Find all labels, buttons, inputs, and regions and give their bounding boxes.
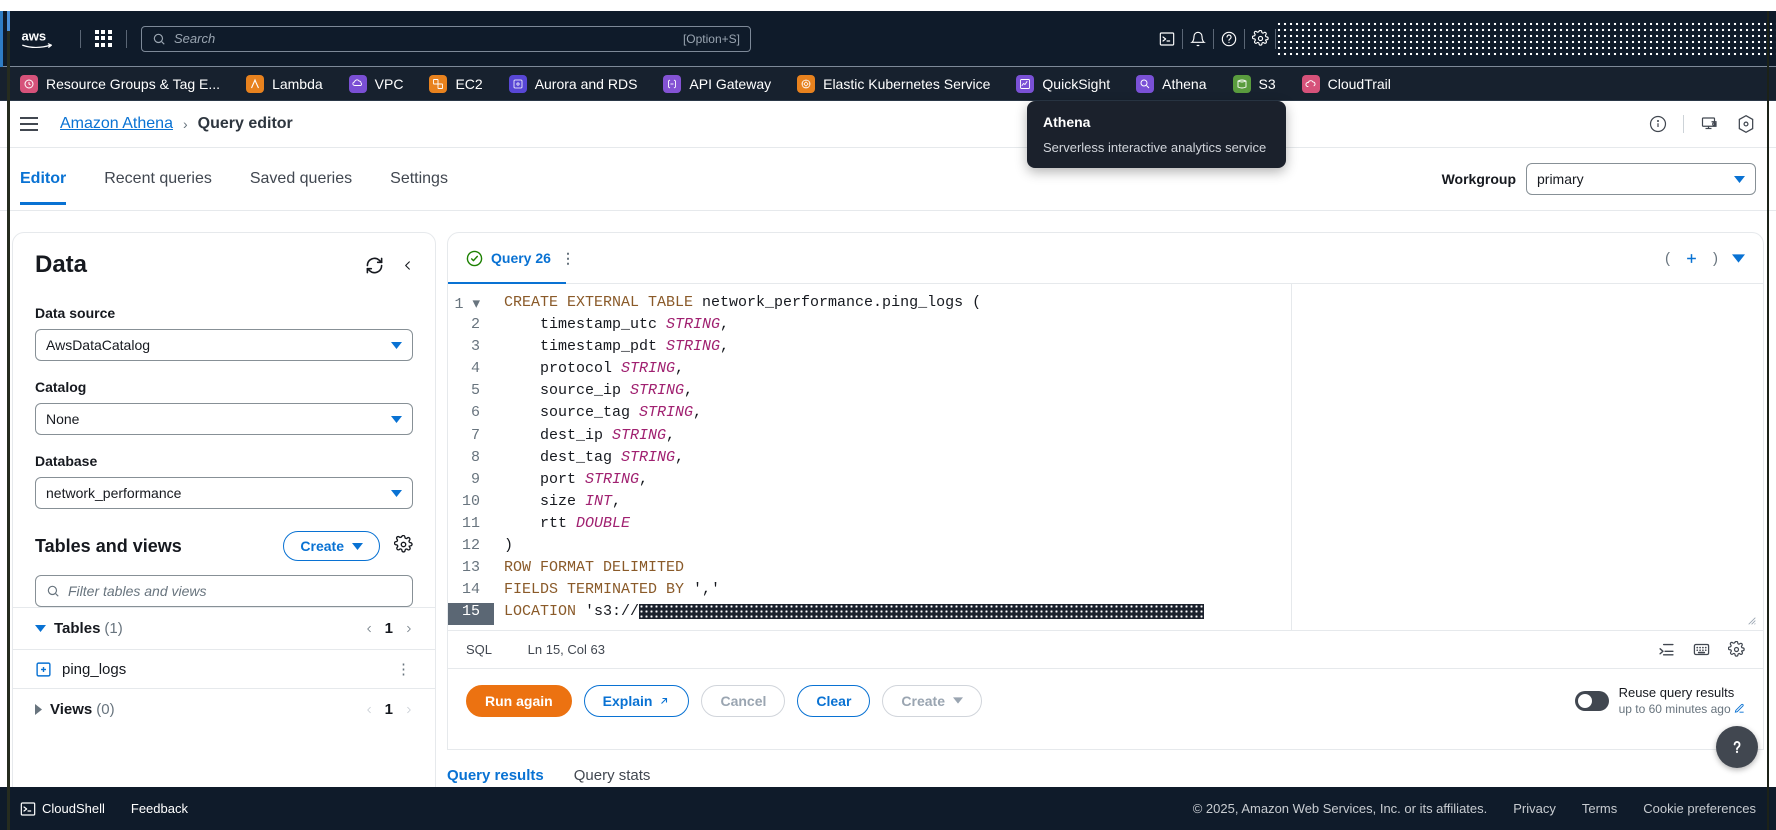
svg-text:aws: aws <box>22 28 47 43</box>
